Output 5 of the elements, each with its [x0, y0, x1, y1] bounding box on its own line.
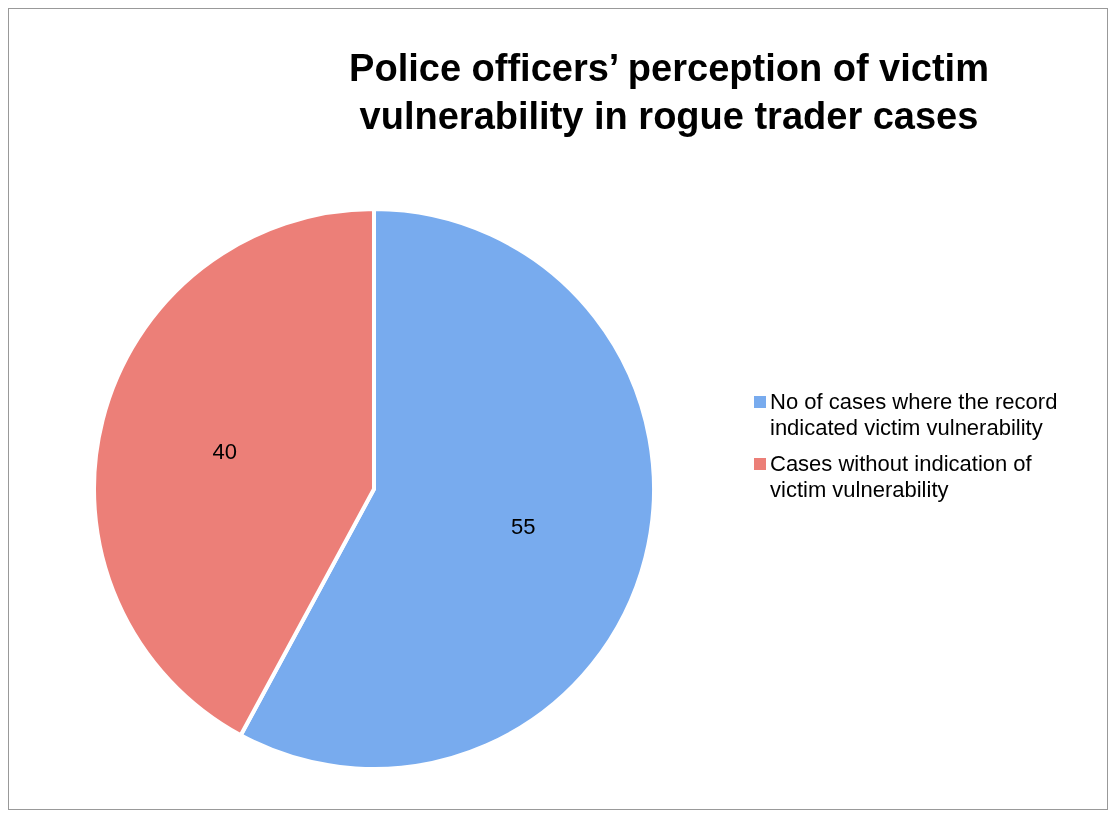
data-label: 40 — [212, 438, 237, 464]
data-label: 55 — [511, 514, 536, 540]
chart-title: Police officers’ perception of victim vulnerability in rogue trader cases — [348, 46, 990, 139]
legend-label: Cases without indication of victim vulnerability — [770, 451, 1033, 503]
legend-label: No of cases where the record indicated victim vulnerability — [770, 389, 1059, 441]
